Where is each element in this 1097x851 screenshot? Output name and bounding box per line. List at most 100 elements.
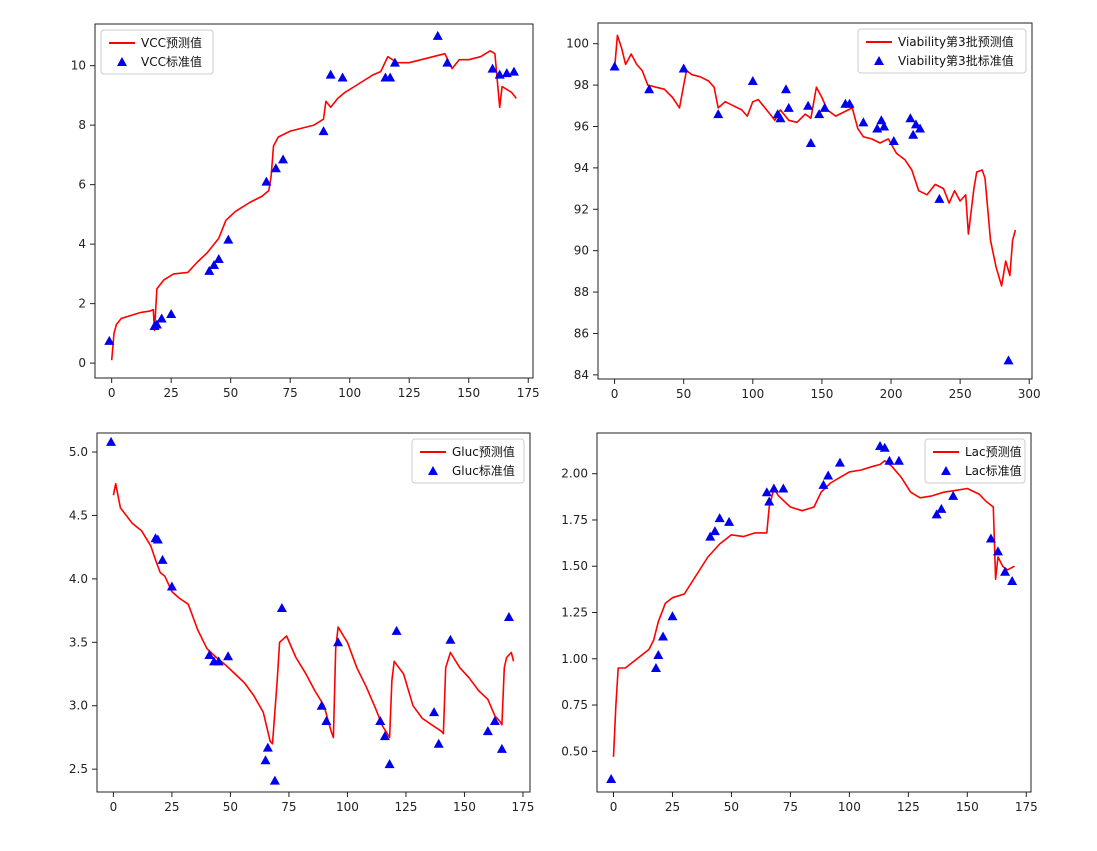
standard-marker (384, 759, 395, 769)
y-tick-label: 98 (574, 78, 589, 92)
standard-marker (678, 63, 689, 73)
x-tick-label: 0 (110, 800, 118, 814)
standard-marker (658, 631, 669, 641)
y-tick-label: 0 (78, 356, 86, 370)
x-tick-label: 150 (457, 386, 480, 400)
legend-marker-swatch (874, 56, 884, 65)
standard-marker (261, 176, 272, 186)
standard-marker (333, 637, 344, 647)
standard-marker (260, 755, 271, 765)
legend-box (411, 438, 525, 484)
predicted-line (613, 34, 1017, 287)
x-tick-label: 125 (394, 800, 417, 814)
standard-marker (761, 487, 772, 497)
y-tick-label: 2.00 (561, 467, 588, 481)
standard-marker (1000, 566, 1011, 576)
y-tick-label: 1.00 (561, 652, 588, 666)
standard-marker (213, 254, 224, 264)
subplot-2: 0 50 100 150 200 250 300 84 86 88 90 92 94 96 98 100 Via… (566, 22, 1041, 401)
x-tick-label: 175 (517, 386, 540, 400)
standard-marker (934, 193, 945, 203)
x-tick-label: 25 (164, 800, 179, 814)
standard-marker (316, 700, 327, 710)
y-tick-label: 8 (78, 118, 86, 132)
standard-marker (104, 335, 115, 345)
x-tick-label: 75 (283, 386, 298, 400)
y-tick-label: 2 (78, 297, 86, 311)
standard-marker (337, 72, 348, 82)
standard-marker (156, 313, 167, 323)
standard-marker (834, 457, 845, 467)
axes-frame (597, 22, 1033, 380)
standard-marker (321, 715, 332, 725)
standard-marker (764, 496, 775, 506)
standard-marker (391, 625, 402, 635)
standard-marker (805, 138, 816, 148)
y-tick-label: 4.5 (69, 508, 88, 522)
y-tick-label: 6 (78, 178, 86, 192)
standard-marker (204, 649, 215, 659)
subplot-3: 0 25 50 75 100 125 150 175 2.5 3.0 3.5 4.0 4.5 5.0 Glu… (69, 432, 534, 814)
y-tick-label: 1.75 (561, 513, 588, 527)
legend: Lac预测值 Lac标准值 (924, 438, 1026, 484)
standard-marker (389, 57, 400, 67)
standard-marker (948, 490, 959, 500)
standard-marker (915, 123, 926, 133)
x-tick-label: 150 (453, 800, 476, 814)
x-tick-label: 0 (108, 386, 116, 400)
standard-marker (768, 483, 779, 493)
x-tick-label: 25 (665, 800, 680, 814)
x-tick-label: 50 (223, 800, 238, 814)
standard-marker (503, 611, 514, 621)
x-tick-label: 125 (398, 386, 421, 400)
x-tick-label: 100 (336, 800, 359, 814)
standard-marker (318, 126, 329, 136)
standard-marker (884, 455, 895, 465)
legend-label-predicted: VCC预测值 (141, 35, 202, 50)
y-tick-label: 84 (574, 368, 589, 382)
standard-marker (482, 726, 493, 736)
standard-marker (1007, 576, 1018, 586)
standard-marker (379, 731, 390, 741)
legend-marker-swatch (941, 466, 951, 475)
standard-marker (432, 30, 443, 40)
standard-marker (445, 634, 456, 644)
standard-marker (644, 84, 655, 94)
x-tick-label: 150 (956, 800, 979, 814)
x-tick-label: 50 (676, 387, 691, 401)
legend-label-standard: VCC标准值 (141, 54, 202, 69)
standard-marker (936, 503, 947, 513)
standard-marker (442, 57, 453, 67)
standard-marker (783, 102, 794, 112)
legend-marker-swatch (428, 466, 438, 475)
x-tick-label: 50 (223, 386, 238, 400)
x-tick-label: 50 (724, 800, 739, 814)
standard-marker (106, 436, 117, 446)
x-tick-label: 75 (281, 800, 296, 814)
x-tick-label: 250 (949, 387, 972, 401)
x-tick-label: 100 (338, 386, 361, 400)
y-tick-label: 2.5 (69, 762, 88, 776)
standard-marker (166, 309, 177, 319)
standard-marker (893, 455, 904, 465)
legend-label-standard: Viability第3批标准值 (898, 53, 1014, 68)
standard-marker (780, 84, 791, 94)
standard-marker (709, 526, 720, 536)
y-tick-label: 96 (574, 119, 589, 133)
standard-marker (166, 581, 177, 591)
standard-marker (803, 100, 814, 110)
y-tick-label: 1.25 (561, 606, 588, 620)
standard-marker (508, 66, 519, 76)
y-tick-label: 100 (566, 37, 589, 51)
legend-box (924, 438, 1026, 484)
subplot-4: 0 25 50 75 100 125 150 175 0.50 0.75 1.00 1.25 1.50 1… (561, 432, 1038, 814)
standard-marker (489, 715, 500, 725)
standard-marker (375, 715, 386, 725)
y-tick-label: 1.50 (561, 559, 588, 573)
x-tick-label: 0 (610, 800, 618, 814)
standard-marker (487, 63, 498, 73)
legend-label-predicted: Viability第3批预测值 (898, 34, 1014, 49)
y-tick-label: 90 (574, 244, 589, 258)
legend-box (100, 29, 214, 75)
x-tick-label: 25 (164, 386, 179, 400)
